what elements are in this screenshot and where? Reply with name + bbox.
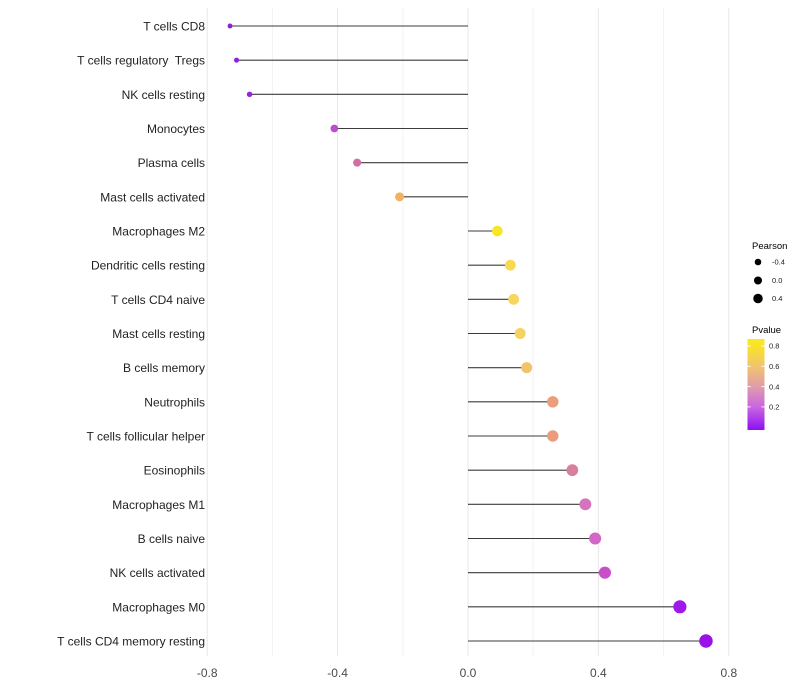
legend-size-label: -0.4	[772, 258, 785, 267]
legend-size-dot	[754, 258, 762, 266]
lollipop-dot	[395, 192, 405, 202]
y-axis-label: T cells CD4 naive	[111, 293, 205, 307]
y-axis-label: Neutrophils	[144, 395, 205, 409]
legend-color-tick-label: 0.6	[769, 362, 779, 371]
lollipop-dot	[547, 396, 559, 408]
lollipop-dot	[589, 532, 602, 545]
legend-size-label: 0.4	[772, 294, 782, 303]
x-axis-tick-label: 0.0	[460, 666, 477, 680]
lollipop-dot	[579, 498, 592, 511]
y-axis-label: Plasma cells	[138, 156, 205, 170]
y-axis-label: Macrophages M2	[112, 225, 205, 239]
legend-size-label: 0.0	[772, 276, 782, 285]
y-axis-label: NK cells activated	[110, 566, 205, 580]
legend-color-tick-label: 0.2	[769, 403, 779, 412]
legend-size-dot	[753, 276, 763, 285]
lollipop-dot	[673, 600, 687, 614]
y-axis-label: Mast cells resting	[112, 327, 205, 341]
lollipop-dot	[504, 259, 516, 271]
y-axis-label: Mast cells activated	[100, 190, 205, 204]
legend-color-tick-label: 0.8	[769, 342, 779, 351]
lollipop-dot	[508, 293, 520, 305]
lollipop-dot	[566, 464, 579, 477]
y-axis-label: T cells regulatory Tregs	[77, 54, 205, 68]
y-axis-label: Macrophages M1	[112, 498, 205, 512]
legend-size-title: Pearson	[752, 241, 787, 252]
legend-color-title: Pvalue	[752, 325, 781, 336]
legend-colorbar	[747, 339, 765, 430]
lollipop-dot	[330, 124, 339, 133]
y-axis-label: B cells naive	[138, 532, 206, 546]
lollipop-dot	[233, 57, 240, 63]
y-axis-label: T cells follicular helper	[87, 430, 206, 444]
x-axis-tick-label: 0.8	[720, 666, 737, 680]
y-axis-label: T cells CD4 memory resting	[57, 635, 205, 649]
x-axis-tick-label: -0.8	[197, 666, 218, 680]
y-axis-label: T cells CD8	[143, 20, 205, 34]
legend-color-tick-label: 0.4	[769, 382, 779, 391]
legend-size-dot	[753, 293, 763, 304]
lollipop-dot	[227, 23, 233, 29]
x-axis-tick-label: 0.4	[590, 666, 607, 680]
y-axis-label: Dendritic cells resting	[91, 259, 205, 273]
lollipop-dot	[514, 328, 526, 339]
y-axis-label: Monocytes	[147, 122, 205, 136]
lollipop-dot	[353, 158, 362, 167]
x-axis-tick-label: -0.4	[327, 666, 348, 680]
lollipop-dot	[598, 566, 612, 579]
lollipop-dot	[246, 91, 253, 98]
lollipop-dot	[547, 430, 559, 442]
lollipop-dot	[521, 362, 533, 374]
y-axis-label: Eosinophils	[144, 464, 205, 478]
y-axis-label: Macrophages M0	[112, 600, 205, 614]
y-axis-label: B cells memory	[123, 361, 205, 375]
y-axis-label: NK cells resting	[122, 88, 205, 102]
lollipop-dot	[492, 225, 503, 237]
lollipop-dot	[699, 634, 713, 648]
